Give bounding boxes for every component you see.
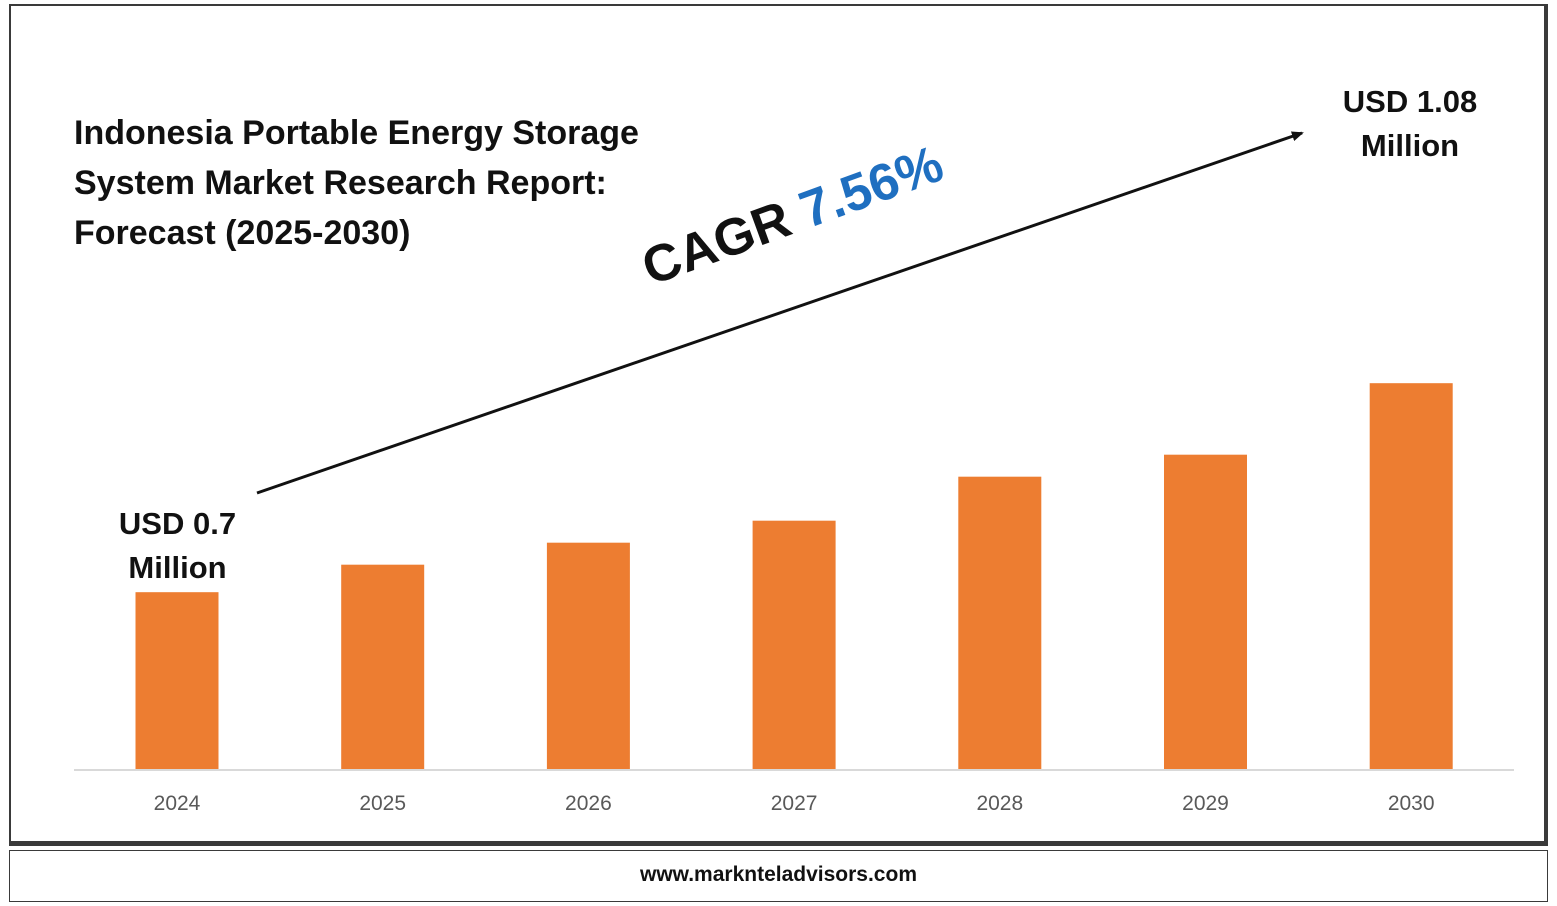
footer: www.marknteladvisors.com: [9, 850, 1548, 902]
bar-2030: [1369, 383, 1453, 770]
x-tick-label-2028: 2028: [976, 792, 1023, 815]
website-link[interactable]: www.marknteladvisors.com: [640, 863, 917, 886]
bar-2029: [1164, 454, 1247, 770]
bar-2028: [958, 476, 1042, 770]
end-value-label: USD 1.08 Million: [1342, 84, 1478, 163]
x-tick-label-2026: 2026: [565, 792, 612, 815]
bar-2026: [546, 542, 630, 770]
start-value-label: USD 0.7 Million: [118, 506, 237, 585]
bar-2027: [752, 520, 836, 770]
cagr-arrow: [256, 131, 1304, 495]
chart-title: Indonesia Portable Energy Storage System…: [74, 114, 639, 252]
x-tick-label-2024: 2024: [154, 792, 201, 815]
x-tick-label-2027: 2027: [771, 792, 818, 815]
x-tick-label-2025: 2025: [359, 792, 406, 815]
x-tick-label-2030: 2030: [1388, 792, 1435, 815]
bar-2025: [341, 564, 425, 770]
bar-2024: [135, 592, 219, 770]
x-tick-label-2029: 2029: [1182, 792, 1229, 815]
